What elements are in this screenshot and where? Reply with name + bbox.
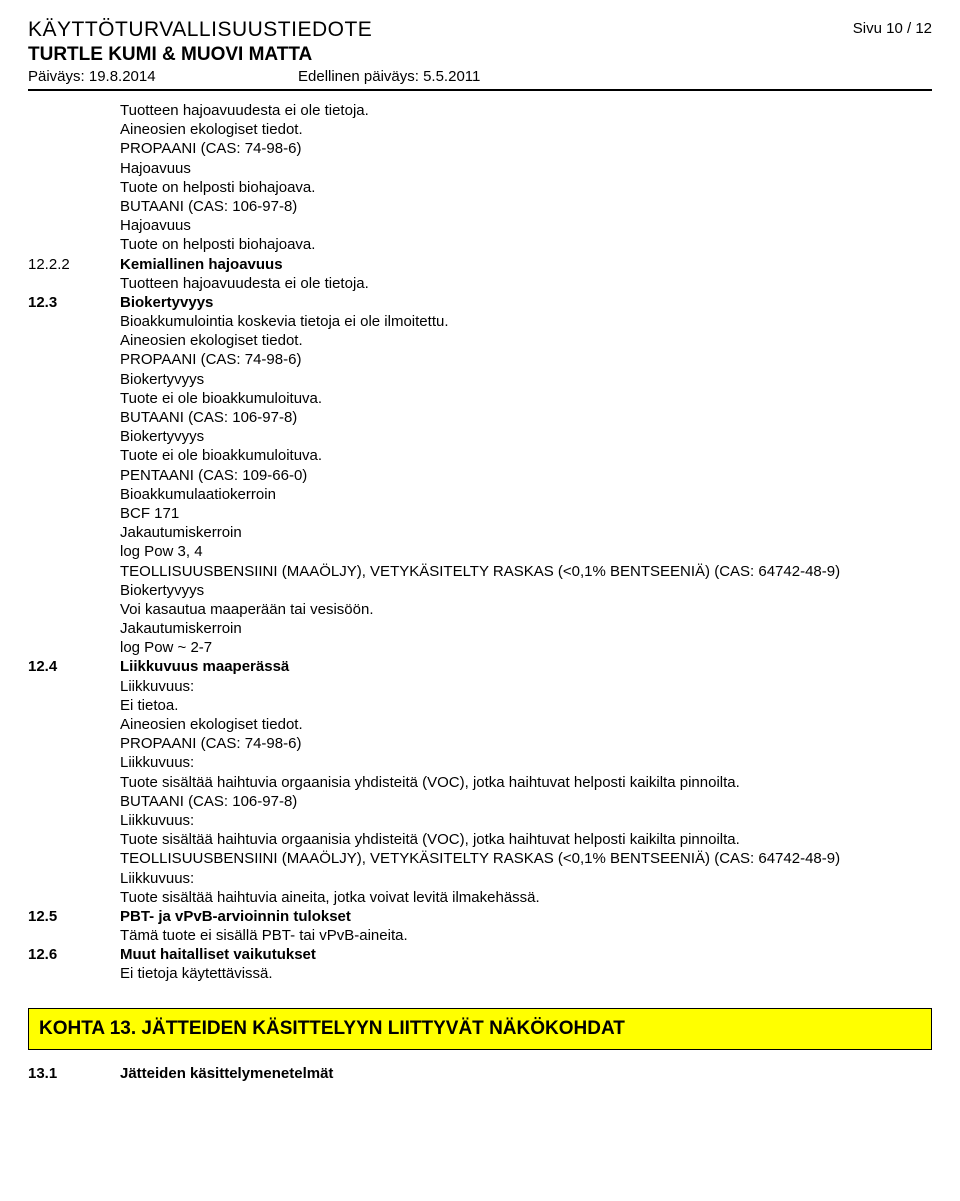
section-heading: Liikkuvuus maaperässä [120, 657, 932, 676]
text-line: Aineosien ekologiset tiedot. [120, 715, 932, 734]
text-line: BUTAANI (CAS: 106-97-8) [120, 408, 932, 427]
section-body: Liikkuvuus maaperässä Liikkuvuus: Ei tie… [120, 657, 932, 906]
text-line: Ei tietoja käytettävissä. [120, 964, 932, 983]
text-line: TEOLLISUUSBENSIINI (MAAÖLJY), VETYKÄSITE… [120, 562, 932, 581]
doc-title: KÄYTTÖTURVALLISUUSTIEDOTE [28, 18, 853, 42]
text-line: Liikkuvuus: [120, 869, 932, 888]
section-number: 12.3 [28, 293, 120, 658]
section-body: Kemiallinen hajoavuus Tuotteen hajoavuud… [120, 255, 932, 293]
kohta-13-bar: KOHTA 13. JÄTTEIDEN KÄSITTELYYN LIITTYVÄ… [28, 1008, 932, 1050]
date-current: Päiväys: 19.8.2014 [28, 68, 298, 85]
text-line: PROPAANI (CAS: 74-98-6) [120, 139, 932, 158]
section-body: Muut haitalliset vaikutukset Ei tietoja … [120, 945, 932, 983]
product-name: TURTLE KUMI & MUOVI MATTA [28, 44, 853, 66]
text-line: PROPAANI (CAS: 74-98-6) [120, 350, 932, 369]
page: KÄYTTÖTURVALLISUUSTIEDOTE TURTLE KUMI & … [0, 0, 960, 1201]
section-heading: Kemiallinen hajoavuus [120, 255, 932, 274]
text-line: Tuotteen hajoavuudesta ei ole tietoja. [120, 274, 932, 293]
text-line: Hajoavuus [120, 216, 932, 235]
text-line: Biokertyvyys [120, 581, 932, 600]
text-line: Tämä tuote ei sisällä PBT- tai vPvB-aine… [120, 926, 932, 945]
section-body: PBT- ja vPvB-arvioinnin tulokset Tämä tu… [120, 907, 932, 945]
text-line: Liikkuvuus: [120, 677, 932, 696]
section-number: 12.5 [28, 907, 120, 945]
section-number: 13.1 [28, 1064, 120, 1083]
text-line: Liikkuvuus: [120, 753, 932, 772]
section-13-1: 13.1 Jätteiden käsittelymenetelmät [28, 1064, 932, 1083]
text-line: BCF 171 [120, 504, 932, 523]
section-12-2-2: 12.2.2 Kemiallinen hajoavuus Tuotteen ha… [28, 255, 932, 293]
text-line: Ei tietoa. [120, 696, 932, 715]
section-body: Biokertyvyys Bioakkumulointia koskevia t… [120, 293, 932, 658]
header-row: KÄYTTÖTURVALLISUUSTIEDOTE TURTLE KUMI & … [28, 18, 932, 66]
section-heading: Jätteiden käsittelymenetelmät [120, 1064, 932, 1083]
header-left: KÄYTTÖTURVALLISUUSTIEDOTE TURTLE KUMI & … [28, 18, 853, 66]
text-line: Jakautumiskerroin [120, 619, 932, 638]
text-line: Hajoavuus [120, 159, 932, 178]
text-line: Tuote sisältää haihtuvia aineita, jotka … [120, 888, 932, 907]
text-line: PENTAANI (CAS: 109-66-0) [120, 466, 932, 485]
text-line: Biokertyvyys [120, 427, 932, 446]
text-line: Voi kasautua maaperään tai vesisöön. [120, 600, 932, 619]
section-heading: PBT- ja vPvB-arvioinnin tulokset [120, 907, 932, 926]
text-line: Tuote ei ole bioakkumuloituva. [120, 446, 932, 465]
section-12-5: 12.5 PBT- ja vPvB-arvioinnin tulokset Tä… [28, 907, 932, 945]
text-line: Bioakkumulaatiokerroin [120, 485, 932, 504]
date-row: Päiväys: 19.8.2014 Edellinen päiväys: 5.… [28, 68, 932, 85]
content: Tuotteen hajoavuudesta ei ole tietoja. A… [28, 101, 932, 1083]
section-heading: Biokertyvyys [120, 293, 932, 312]
text-line: Tuote on helposti biohajoava. [120, 178, 932, 197]
intro-body: Tuotteen hajoavuudesta ei ole tietoja. A… [120, 101, 932, 255]
text-line: BUTAANI (CAS: 106-97-8) [120, 792, 932, 811]
section-body: Jätteiden käsittelymenetelmät [120, 1064, 932, 1083]
intro-block: Tuotteen hajoavuudesta ei ole tietoja. A… [28, 101, 932, 255]
spacer [28, 101, 120, 255]
text-line: log Pow ~ 2-7 [120, 638, 932, 657]
date-previous: Edellinen päiväys: 5.5.2011 [298, 68, 480, 85]
header-rule [28, 89, 932, 91]
text-line: Aineosien ekologiset tiedot. [120, 120, 932, 139]
section-12-6: 12.6 Muut haitalliset vaikutukset Ei tie… [28, 945, 932, 983]
text-line: Biokertyvyys [120, 370, 932, 389]
text-line: Tuotteen hajoavuudesta ei ole tietoja. [120, 101, 932, 120]
text-line: Bioakkumulointia koskevia tietoja ei ole… [120, 312, 932, 331]
section-number: 12.2.2 [28, 255, 120, 293]
text-line: TEOLLISUUSBENSIINI (MAAÖLJY), VETYKÄSITE… [120, 849, 932, 868]
section-number: 12.4 [28, 657, 120, 906]
section-12-3: 12.3 Biokertyvyys Bioakkumulointia koske… [28, 293, 932, 658]
text-line: PROPAANI (CAS: 74-98-6) [120, 734, 932, 753]
text-line: Aineosien ekologiset tiedot. [120, 331, 932, 350]
text-line: log Pow 3, 4 [120, 542, 932, 561]
section-number: 12.6 [28, 945, 120, 983]
text-line: Jakautumiskerroin [120, 523, 932, 542]
text-line: Liikkuvuus: [120, 811, 932, 830]
text-line: BUTAANI (CAS: 106-97-8) [120, 197, 932, 216]
text-line: Tuote sisältää haihtuvia orgaanisia yhdi… [120, 830, 932, 849]
text-line: Tuote on helposti biohajoava. [120, 235, 932, 254]
section-heading: Muut haitalliset vaikutukset [120, 945, 932, 964]
page-number: Sivu 10 / 12 [853, 18, 932, 37]
section-12-4: 12.4 Liikkuvuus maaperässä Liikkuvuus: E… [28, 657, 932, 906]
text-line: Tuote ei ole bioakkumuloituva. [120, 389, 932, 408]
text-line: Tuote sisältää haihtuvia orgaanisia yhdi… [120, 773, 932, 792]
